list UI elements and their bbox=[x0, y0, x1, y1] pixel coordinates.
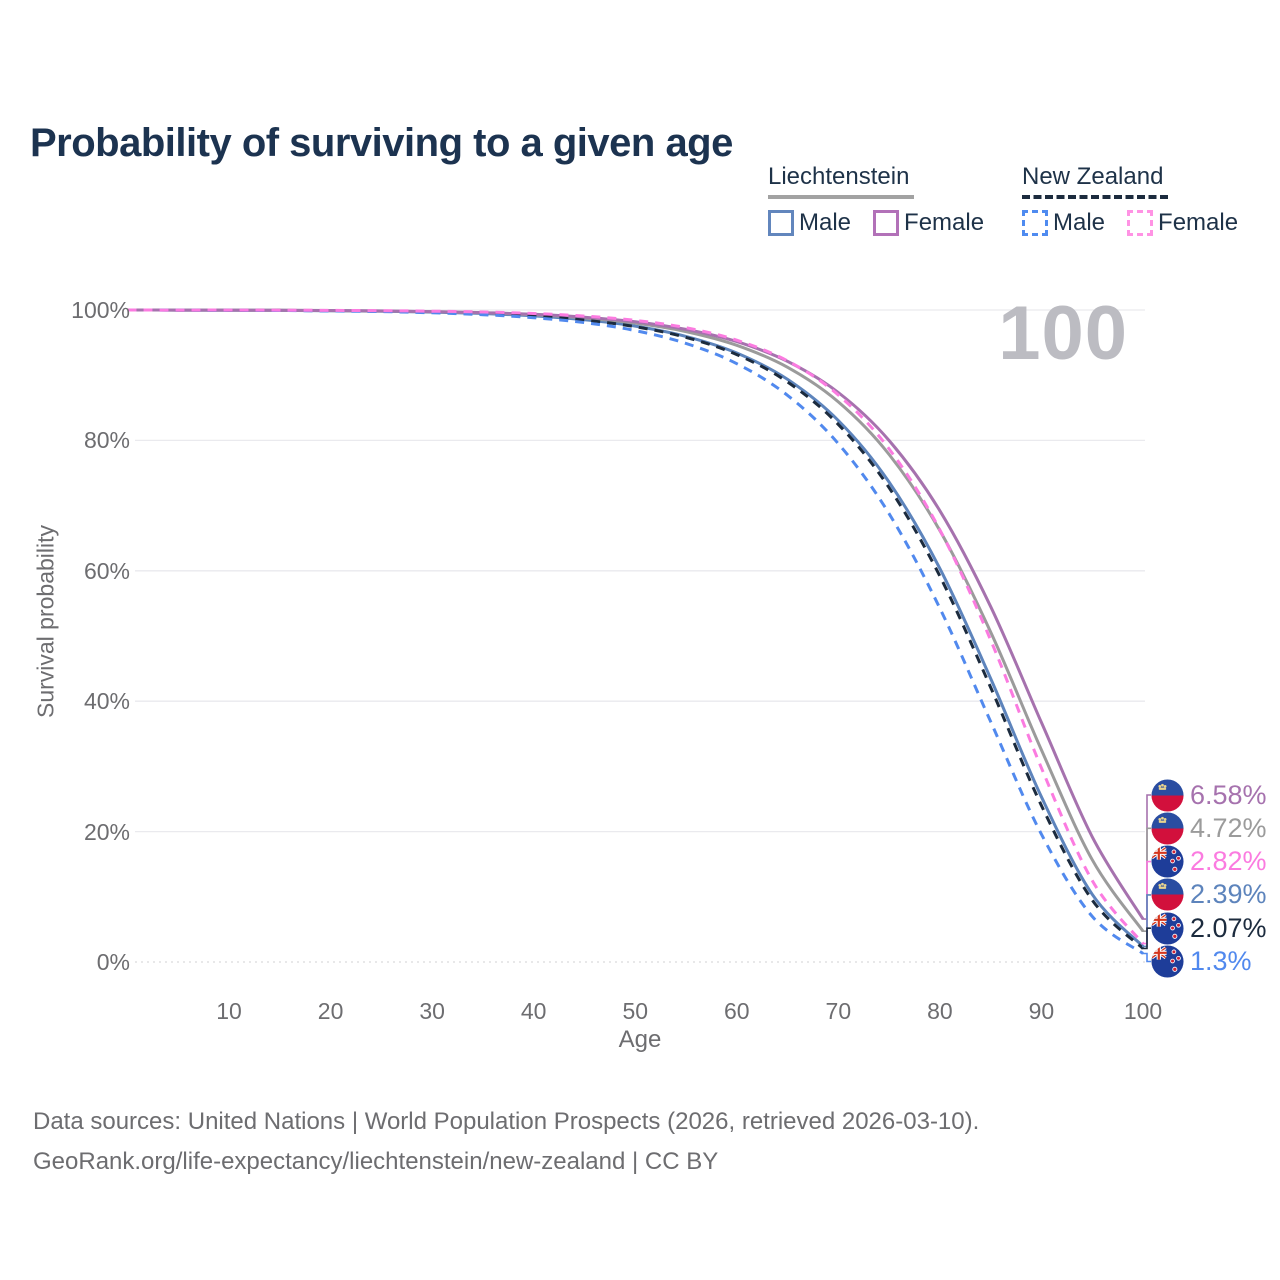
curve-nz-male[interactable] bbox=[127, 308, 1144, 955]
new-zealand-flag-icon bbox=[1151, 912, 1184, 945]
page-title: Probability of surviving to a given age bbox=[30, 120, 733, 165]
end-label-li-male: 2.39% bbox=[1151, 878, 1267, 912]
y-tick-label-100: 100% bbox=[71, 297, 130, 323]
end-label-value: 6.58% bbox=[1190, 779, 1267, 810]
new-zealand-male-swatch-icon bbox=[1022, 210, 1048, 236]
legend-item-liechtenstein-male[interactable]: Male bbox=[768, 209, 851, 237]
x-tick-label-20: 20 bbox=[317, 998, 344, 1024]
legend-country-liechtenstein[interactable]: Liechtenstein bbox=[768, 163, 914, 199]
curve-li-female[interactable] bbox=[127, 308, 1145, 920]
curve-nz-all[interactable] bbox=[127, 308, 1145, 950]
curve-nz-female[interactable] bbox=[127, 308, 1145, 945]
new-zealand-female-swatch-icon bbox=[1127, 210, 1154, 236]
x-tick-label-90: 90 bbox=[1028, 998, 1055, 1024]
end-label-nz-male: 1.3% bbox=[1151, 945, 1252, 979]
end-label-value: 2.07% bbox=[1190, 912, 1267, 943]
legend-items-new-zealand: Male Female bbox=[1022, 209, 1260, 237]
legend-item-new-zealand-male[interactable]: Male bbox=[1022, 209, 1105, 237]
end-label-connector-nz-all bbox=[1142, 927, 1151, 950]
end-label-connector-li-male bbox=[1142, 894, 1151, 948]
legend-group-liechtenstein: Liechtenstein Male Female bbox=[768, 163, 1006, 237]
legend-item-liechtenstein-female[interactable]: Female bbox=[873, 209, 984, 237]
legend-group-new-zealand: New Zealand Male Female bbox=[1022, 163, 1260, 237]
y-tick-label-80: 80% bbox=[83, 427, 130, 454]
curve-li-male[interactable] bbox=[127, 308, 1145, 948]
x-tick-label-100: 100 bbox=[1123, 998, 1163, 1024]
x-tick-label-10: 10 bbox=[216, 998, 242, 1024]
legend-item-label: Female bbox=[1158, 209, 1239, 236]
liechtenstein-male-swatch-icon bbox=[768, 210, 794, 236]
curve-li-all[interactable] bbox=[127, 308, 1145, 933]
x-tick-label-70: 70 bbox=[825, 998, 852, 1024]
legend-item-label: Male bbox=[799, 209, 852, 236]
end-label-li-female: 6.58% bbox=[1151, 778, 1267, 812]
end-label-connector-nz-male bbox=[1142, 952, 1151, 963]
y-tick-label-60: 60% bbox=[83, 557, 130, 584]
legend-country-new-zealand[interactable]: New Zealand bbox=[1022, 163, 1168, 199]
new-zealand-flag-icon bbox=[1151, 845, 1184, 878]
legend-item-label: Female bbox=[904, 209, 985, 236]
y-tick-label-20: 20% bbox=[83, 818, 130, 845]
end-label-value: 4.72% bbox=[1190, 812, 1267, 843]
end-label-value: 2.82% bbox=[1190, 846, 1267, 877]
liechtenstein-flag-icon bbox=[1151, 812, 1184, 845]
end-label-nz-female: 2.82% bbox=[1151, 845, 1267, 879]
legend-item-label: Male bbox=[1053, 209, 1106, 236]
attribution-note: GeoRank.org/life-expectancy/liechtenstei… bbox=[33, 1148, 719, 1175]
new-zealand-flag-icon bbox=[1151, 945, 1184, 978]
x-axis-title: Age bbox=[618, 1026, 662, 1053]
highlighted-age-watermark: 100 bbox=[998, 291, 1128, 376]
y-tick-label-0: 0% bbox=[96, 949, 130, 975]
liechtenstein-flag-icon bbox=[1151, 878, 1184, 911]
x-tick-label-40: 40 bbox=[520, 998, 547, 1024]
end-label-li-all: 4.72% bbox=[1151, 811, 1267, 845]
x-tick-label-80: 80 bbox=[927, 998, 953, 1024]
y-tick-label-40: 40% bbox=[83, 688, 130, 715]
liechtenstein-flag-icon bbox=[1151, 778, 1184, 812]
x-tick-label-60: 60 bbox=[724, 998, 750, 1024]
x-tick-label-30: 30 bbox=[419, 998, 445, 1024]
end-label-nz-all: 2.07% bbox=[1151, 911, 1267, 945]
legend-items-liechtenstein: Male Female bbox=[768, 209, 1006, 237]
liechtenstein-female-swatch-icon bbox=[873, 210, 900, 236]
x-tick-label-50: 50 bbox=[622, 998, 649, 1024]
end-label-value: 1.3% bbox=[1190, 946, 1252, 976]
end-label-value: 2.39% bbox=[1190, 879, 1267, 910]
legend-item-new-zealand-female[interactable]: Female bbox=[1127, 209, 1238, 237]
data-sources-note: Data sources: United Nations | World Pop… bbox=[33, 1108, 980, 1135]
